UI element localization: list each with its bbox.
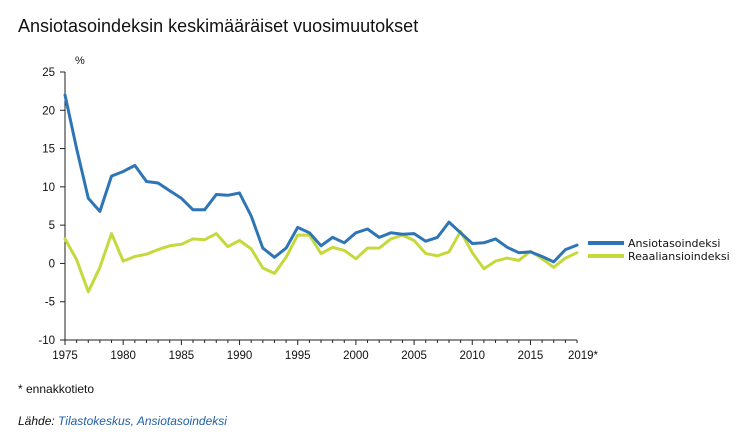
y-tick-label: -5	[45, 297, 55, 309]
series-line-ansiotasoindeksi	[63, 93, 579, 264]
series-layer	[63, 93, 579, 294]
y-tick-label: 20	[42, 105, 55, 117]
y-tick-label: 5	[49, 220, 55, 232]
x-tick-label: 2000	[343, 350, 369, 362]
legend-label: Reaaliansioindeksi	[628, 250, 730, 263]
source-line: Lähde: Tilastokeskus, Ansiotasoindeksi	[18, 414, 227, 428]
x-tick-label: 2005	[401, 350, 427, 362]
y-tick-label: 15	[42, 144, 55, 156]
x-tick-label: 1975	[52, 350, 78, 362]
x-tick-label: 1985	[169, 350, 195, 362]
chart-title: Ansiotasoindeksin keskimääräiset vuosimu…	[18, 16, 419, 36]
y-axis-unit-label: %	[75, 55, 85, 67]
x-tick-label: 2015	[518, 350, 544, 362]
x-tick-label: 1980	[110, 350, 136, 362]
series-line-reaaliansioindeksi	[63, 229, 579, 294]
x-tick-label: 1990	[227, 350, 253, 362]
source-link[interactable]: Tilastokeskus, Ansiotasoindeksi	[58, 414, 227, 428]
x-tick-label: 2019*	[568, 350, 599, 362]
y-tick-label: 10	[42, 182, 55, 194]
legend-label: Ansiotasoindeksi	[628, 237, 720, 250]
y-tick-label: 25	[42, 67, 55, 79]
y-tick-label: 0	[49, 258, 55, 270]
footnote: * ennakkotieto	[18, 382, 95, 396]
x-tick-label: 1995	[285, 350, 311, 362]
y-tick-label: -10	[38, 335, 55, 347]
source-prefix: Lähde:	[18, 414, 55, 428]
x-tick-label: 2010	[459, 350, 485, 362]
